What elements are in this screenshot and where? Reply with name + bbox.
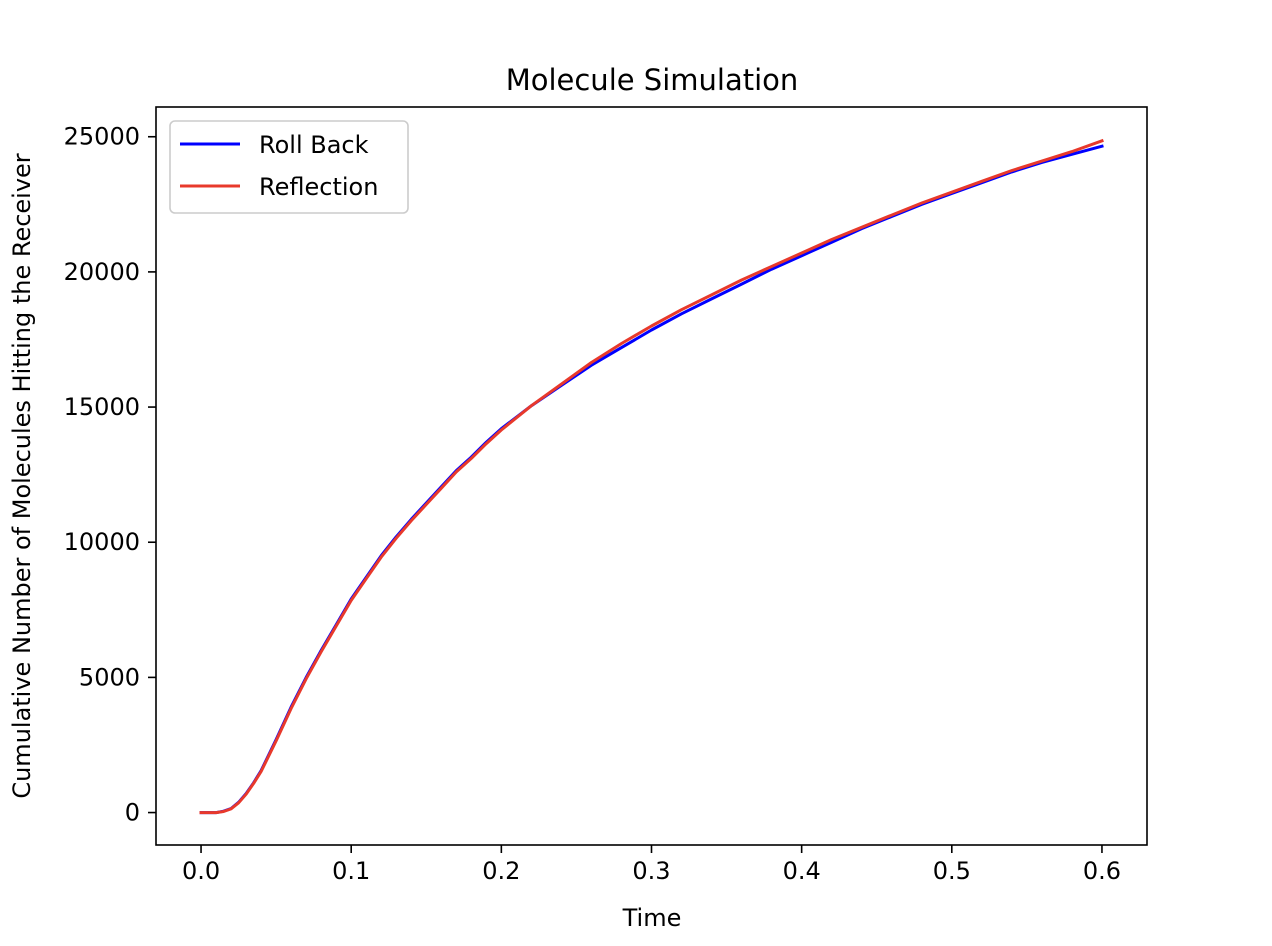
legend: Roll Back Reflection bbox=[169, 120, 409, 214]
y-axis: 0 5000 10000 15000 20000 25000 bbox=[64, 123, 156, 827]
y-tick-label: 15000 bbox=[64, 393, 140, 421]
x-tick-label: 0.1 bbox=[332, 857, 370, 885]
y-tick-label: 5000 bbox=[79, 663, 140, 691]
series-lines bbox=[199, 138, 1104, 815]
y-tick-label: 0 bbox=[125, 799, 140, 827]
x-tick-label: 0.5 bbox=[933, 857, 971, 885]
series-line-reflection bbox=[199, 138, 1104, 815]
y-tick-label: 20000 bbox=[64, 258, 140, 286]
y-axis-label: Cumulative Number of Molecules Hitting t… bbox=[8, 153, 36, 798]
x-axis-label: Time bbox=[622, 904, 682, 932]
y-tick-label: 25000 bbox=[64, 123, 140, 151]
x-tick-label: 0.3 bbox=[632, 857, 670, 885]
x-axis: 0.0 0.1 0.2 0.3 0.4 0.5 0.6 bbox=[182, 845, 1121, 885]
x-tick-label: 0.6 bbox=[1083, 857, 1121, 885]
legend-label-reflection: Reflection bbox=[259, 173, 378, 201]
x-tick-label: 0.4 bbox=[783, 857, 821, 885]
x-tick-label: 0.0 bbox=[182, 857, 220, 885]
legend-label-roll-back: Roll Back bbox=[259, 131, 369, 159]
y-tick-label: 10000 bbox=[64, 528, 140, 556]
chart-title: Molecule Simulation bbox=[506, 63, 799, 97]
x-tick-label: 0.2 bbox=[482, 857, 520, 885]
